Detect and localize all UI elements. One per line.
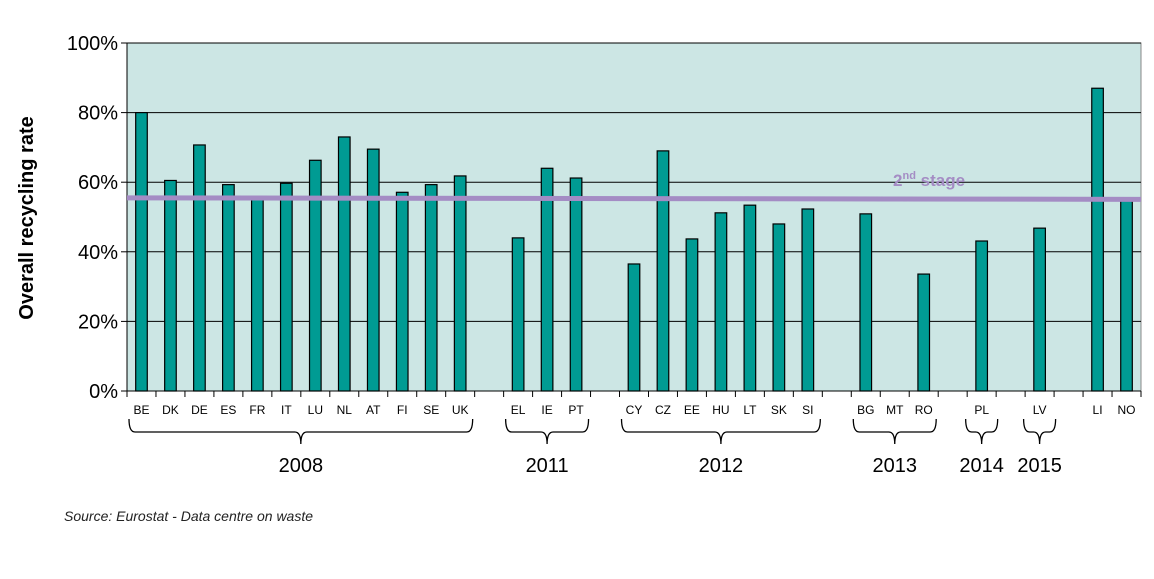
x-tick-label: HU: [712, 403, 729, 417]
x-tick-label: ES: [220, 403, 236, 417]
target-line-label: 2nd stage: [893, 170, 965, 190]
x-tick-label: BE: [133, 403, 149, 417]
x-tick-label: RO: [915, 403, 933, 417]
x-tick-label: SE: [423, 403, 439, 417]
bar-SI: [801, 208, 815, 392]
x-tick-label: EL: [511, 403, 526, 417]
x-tick-label: FI: [397, 403, 408, 417]
group-label-2008: 2008: [279, 455, 324, 477]
x-tick-label: IT: [281, 403, 292, 417]
bar-IT: [279, 182, 293, 392]
x-tick-label: PL: [974, 403, 989, 417]
source-note: Source: Eurostat - Data centre on waste: [64, 508, 314, 524]
x-tick-label: LT: [743, 403, 757, 417]
y-tick-label: 0%: [89, 381, 118, 403]
x-tick-label: LU: [308, 403, 323, 417]
group-bracket-2011: [504, 418, 590, 445]
x-tick-label: CY: [626, 403, 643, 417]
bar-UK: [453, 175, 467, 392]
bar-ES: [222, 184, 235, 392]
x-tick-label: DE: [191, 403, 208, 417]
x-tick-label: LI: [1093, 403, 1103, 417]
bar-RO: [917, 273, 931, 392]
bar-FI: [395, 191, 409, 392]
x-tick-label: UK: [452, 403, 469, 417]
bar-SK: [772, 223, 786, 392]
bar-LV: [1033, 227, 1046, 392]
y-axis: 0% 20% 40% 60% 80% 100%: [67, 33, 128, 403]
x-tick-label: CZ: [655, 403, 671, 417]
bar-AT: [366, 148, 380, 392]
group-bracket-2015: [1022, 418, 1057, 445]
x-tick-label: PT: [568, 403, 584, 417]
y-tick-label: 100%: [67, 33, 118, 55]
x-tick-label: AT: [366, 403, 381, 417]
x-axis: BE DK DE ES FR IT LU NL AT FI SE UK EL IE PT CY CZ EE HU LT…: [126, 390, 1142, 417]
group-label-2014: 2014: [959, 455, 1004, 477]
bar-BG: [859, 213, 873, 392]
bar-FR: [250, 196, 264, 392]
group-label-2011: 2011: [526, 455, 569, 477]
target-line: [126, 195, 1142, 202]
y-tick-label: 40%: [78, 242, 118, 264]
group-label-2013: 2013: [872, 455, 917, 477]
x-tick-label: DK: [162, 403, 179, 417]
y-tick-label: 20%: [78, 311, 118, 333]
bar-DK: [164, 179, 177, 392]
bar-NL: [337, 136, 351, 392]
y-tick-label: 80%: [78, 103, 118, 125]
year-groups: 2008 2011 2012 2013 2014 2015: [128, 418, 1062, 477]
bar-EL: [511, 237, 525, 392]
bar-HU: [714, 212, 728, 392]
bar-BE: [135, 111, 148, 392]
bar-CZ: [656, 150, 670, 392]
x-tick-label: EE: [684, 403, 700, 417]
group-label-2015: 2015: [1017, 455, 1062, 477]
bar-PL: [975, 240, 989, 392]
group-bracket-2012: [620, 418, 821, 445]
group-bracket-2008: [128, 418, 474, 445]
x-tick-label: SK: [771, 403, 787, 417]
bar-LT: [743, 204, 757, 392]
bar-IE: [540, 167, 554, 392]
x-tick-label: IE: [541, 403, 552, 417]
bar-SE: [424, 184, 438, 392]
group-bracket-2013: [852, 418, 937, 445]
x-tick-label: LV: [1033, 403, 1047, 417]
x-tick-label: NL: [337, 403, 353, 417]
x-tick-label: SI: [802, 403, 813, 417]
x-tick-label: BG: [857, 403, 874, 417]
bar-LI: [1091, 87, 1104, 392]
group-label-2012: 2012: [699, 455, 744, 477]
bar-DE: [193, 144, 206, 392]
bar-LU: [308, 159, 322, 392]
y-tick-label: 60%: [78, 172, 118, 194]
x-tick-label: NO: [1118, 403, 1136, 417]
target-line-group: 2nd stage: [126, 170, 1142, 202]
y-axis-label: Overall recycling rate: [16, 116, 38, 319]
gridlines: [127, 42, 1141, 322]
x-tick-label: MT: [886, 403, 904, 417]
bar-EE: [685, 238, 699, 392]
bar-PT: [569, 177, 583, 392]
bar-NO: [1120, 199, 1133, 392]
group-bracket-2014: [965, 418, 999, 445]
bar-CY: [627, 263, 641, 392]
x-tick-label: FR: [249, 403, 265, 417]
